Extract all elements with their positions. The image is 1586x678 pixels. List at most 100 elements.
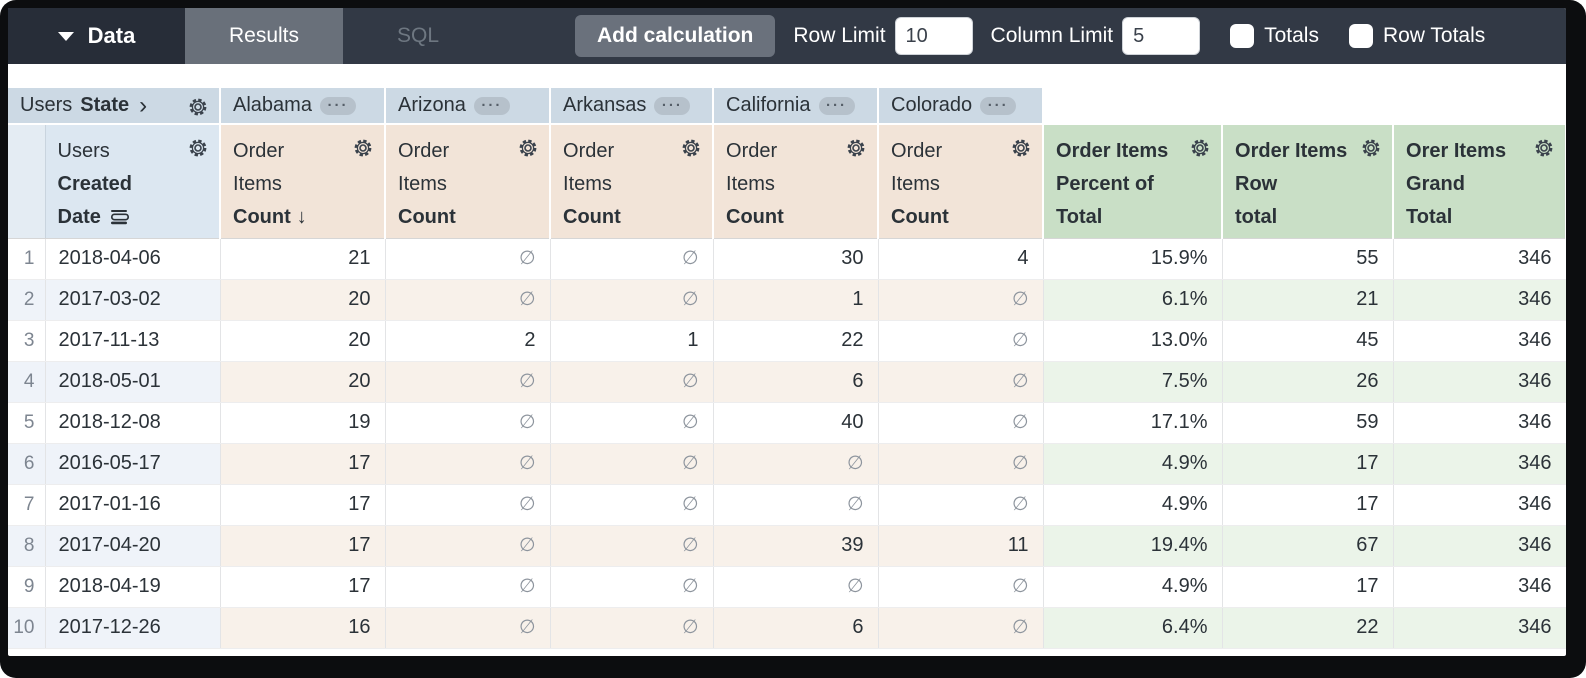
calc-cell[interactable]: 4.9% [1043,443,1223,485]
calc-cell[interactable]: 13.0% [1043,320,1223,362]
calc-cell[interactable]: 17 [1222,566,1394,608]
value-cell[interactable]: ∅ [878,279,1044,321]
value-cell[interactable]: ∅ [385,279,551,321]
value-cell[interactable]: ∅ [878,484,1044,526]
gear-icon[interactable] [187,96,209,118]
calc-cell[interactable]: 17.1% [1043,402,1223,444]
calc-cell[interactable]: 26 [1222,361,1394,403]
value-cell[interactable]: ∅ [550,607,714,649]
value-cell[interactable]: ∅ [550,238,714,280]
calc-cell[interactable]: 346 [1393,238,1566,280]
pivot-value-header-arkansas[interactable]: Arkansas ··· [550,88,715,125]
calc-cell[interactable]: 4.9% [1043,484,1223,526]
pivot-dimension-header[interactable]: Users State › [8,88,222,125]
calc-cell[interactable]: 346 [1393,443,1566,485]
date-cell[interactable]: 2018-04-06 [45,238,221,280]
value-cell[interactable]: 6 [713,607,879,649]
calc-cell[interactable]: 346 [1393,607,1566,649]
calc-cell[interactable]: 45 [1222,320,1394,362]
value-cell[interactable]: ∅ [713,443,879,485]
calc-cell[interactable]: 67 [1222,525,1394,567]
value-cell[interactable]: ∅ [878,607,1044,649]
value-cell[interactable]: ∅ [878,361,1044,403]
pivot-value-header-alabama[interactable]: Alabama ··· [220,88,387,125]
date-cell[interactable]: 2017-03-02 [45,279,221,321]
value-cell[interactable]: 2 [385,320,551,362]
value-cell[interactable]: ∅ [878,566,1044,608]
row-dimension-header[interactable]: Users Created Date [45,124,222,239]
gear-icon[interactable] [517,137,539,159]
calc-cell[interactable]: 346 [1393,402,1566,444]
calc-header-row-total[interactable]: Order Items Row total [1222,124,1395,239]
value-cell[interactable]: ∅ [385,525,551,567]
value-cell[interactable]: 40 [713,402,879,444]
data-dropdown[interactable]: Data [8,8,185,64]
fill-fields-icon[interactable] [110,209,130,225]
value-cell[interactable]: ∅ [550,525,714,567]
date-cell[interactable]: 2018-05-01 [45,361,221,403]
calc-cell[interactable]: 6.1% [1043,279,1223,321]
value-cell[interactable]: 1 [550,320,714,362]
totals-checkbox[interactable] [1230,24,1255,48]
value-cell[interactable]: 30 [713,238,879,280]
tab-sql[interactable]: SQL [343,8,493,64]
value-cell[interactable]: 22 [713,320,879,362]
value-cell[interactable]: ∅ [550,484,714,526]
date-cell[interactable]: 2018-12-08 [45,402,221,444]
calc-cell[interactable]: 346 [1393,320,1566,362]
calc-cell[interactable]: 346 [1393,484,1566,526]
ellipsis-icon[interactable]: ··· [654,96,691,115]
value-cell[interactable]: 6 [713,361,879,403]
value-cell[interactable]: 17 [220,566,386,608]
measure-header-colorado[interactable]: Order Items Count [878,124,1045,239]
value-cell[interactable]: ∅ [385,361,551,403]
calc-cell[interactable]: 7.5% [1043,361,1223,403]
ellipsis-icon[interactable]: ··· [980,96,1017,115]
calc-cell[interactable]: 21 [1222,279,1394,321]
pivot-value-header-colorado[interactable]: Colorado ··· [878,88,1045,125]
chevron-right-icon[interactable]: › [139,91,148,119]
calc-cell[interactable]: 15.9% [1043,238,1223,280]
value-cell[interactable]: ∅ [550,279,714,321]
value-cell[interactable]: 11 [878,525,1044,567]
ellipsis-icon[interactable]: ··· [473,96,510,115]
gear-icon[interactable] [352,137,374,159]
calc-cell[interactable]: 4.9% [1043,566,1223,608]
value-cell[interactable]: 39 [713,525,879,567]
pivot-value-header-arizona[interactable]: Arizona ··· [385,88,552,125]
value-cell[interactable]: ∅ [385,607,551,649]
date-cell[interactable]: 2016-05-17 [45,443,221,485]
value-cell[interactable]: 4 [878,238,1044,280]
value-cell[interactable]: 17 [220,443,386,485]
value-cell[interactable]: ∅ [878,320,1044,362]
value-cell[interactable]: ∅ [385,402,551,444]
value-cell[interactable]: ∅ [385,484,551,526]
calc-header-grand-total[interactable]: Orer Items Grand Total [1393,124,1566,239]
value-cell[interactable]: ∅ [385,238,551,280]
calc-cell[interactable]: 6.4% [1043,607,1223,649]
value-cell[interactable]: 21 [220,238,386,280]
calc-cell[interactable]: 346 [1393,361,1566,403]
gear-icon[interactable] [1360,137,1382,159]
row-totals-checkbox[interactable] [1348,24,1373,48]
value-cell[interactable]: 20 [220,320,386,362]
measure-header-arkansas[interactable]: Order Items Count [550,124,715,239]
value-cell[interactable]: 1 [713,279,879,321]
value-cell[interactable]: ∅ [713,566,879,608]
value-cell[interactable]: ∅ [385,443,551,485]
calc-cell[interactable]: 346 [1393,525,1566,567]
value-cell[interactable]: 17 [220,484,386,526]
calc-cell[interactable]: 17 [1222,443,1394,485]
value-cell[interactable]: ∅ [550,402,714,444]
value-cell[interactable]: ∅ [550,566,714,608]
value-cell[interactable]: ∅ [878,402,1044,444]
calc-cell[interactable]: 346 [1393,279,1566,321]
value-cell[interactable]: 19 [220,402,386,444]
calc-cell[interactable]: 17 [1222,484,1394,526]
value-cell[interactable]: ∅ [385,566,551,608]
gear-icon[interactable] [845,137,867,159]
calc-cell[interactable]: 55 [1222,238,1394,280]
gear-icon[interactable] [680,137,702,159]
measure-header-california[interactable]: Order Items Count [713,124,880,239]
date-cell[interactable]: 2017-11-13 [45,320,221,362]
